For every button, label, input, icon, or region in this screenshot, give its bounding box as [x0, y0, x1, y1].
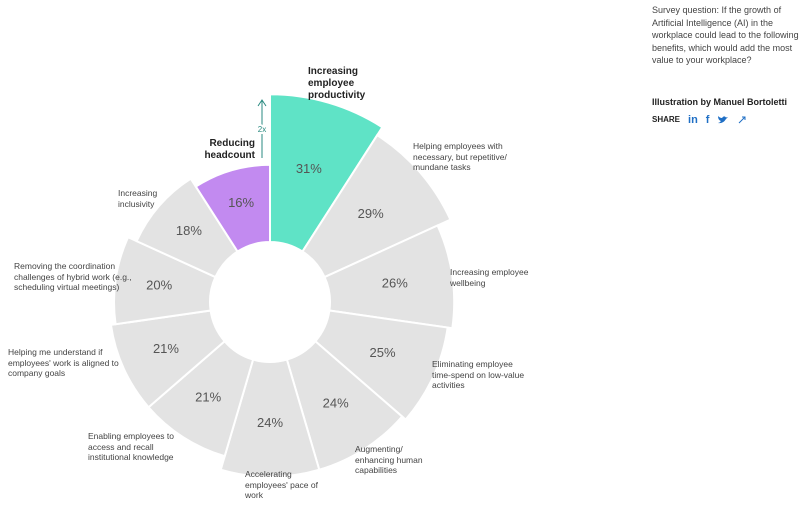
category-label: Helping me understand if employees' work… [8, 347, 119, 378]
share-linkedin[interactable]: in [688, 114, 698, 126]
category-label: Removing the coordination challenges of … [14, 261, 132, 292]
value-label: 16% [228, 195, 254, 210]
value-label: 20% [146, 277, 172, 292]
share-twitter[interactable] [717, 115, 729, 125]
share-link[interactable] [737, 115, 747, 125]
category-label: Increasing employee productivity [308, 66, 366, 101]
value-label: 18% [176, 223, 202, 238]
value-label: 29% [358, 206, 384, 221]
category-label: Augmenting/ enhancing human capabilities [355, 444, 423, 475]
category-label: Enabling employees to access and recall … [88, 431, 175, 462]
share-label: SHARE [652, 115, 681, 124]
share-row: SHARE in f [652, 114, 802, 127]
category-label: Increasing inclusivity [118, 188, 158, 209]
category-label: Accelerating employees' pace of work [245, 469, 318, 500]
value-label: 21% [153, 341, 179, 356]
value-label: 24% [257, 415, 283, 430]
annotation: 2x [258, 125, 266, 134]
annotation-arrow: 2x [256, 99, 268, 158]
segment [323, 224, 456, 330]
value-label: 31% [296, 161, 322, 176]
credit: Illustration by Manuel Bortoletti [652, 97, 788, 107]
segment [269, 93, 384, 253]
category-label: Eliminating employee time-spend on low-v… [432, 359, 525, 390]
segment [194, 163, 271, 253]
category-label: Helping employees with necessary, but re… [413, 141, 507, 172]
value-label: 24% [323, 396, 349, 411]
category-label: Increasing employee wellbeing [450, 267, 529, 288]
segment [135, 177, 239, 279]
arrow-head [257, 99, 267, 107]
survey-question: Survey question: If the growth of Artifi… [652, 5, 799, 65]
segment [113, 235, 217, 326]
share-facebook[interactable]: f [705, 114, 710, 126]
segment [109, 309, 227, 409]
segment [301, 133, 452, 279]
category-label: Reducing headcount [204, 138, 255, 161]
value-label: 25% [370, 345, 396, 360]
value-label: 21% [195, 390, 221, 405]
value-label: 26% [382, 275, 408, 290]
segment [313, 309, 449, 421]
